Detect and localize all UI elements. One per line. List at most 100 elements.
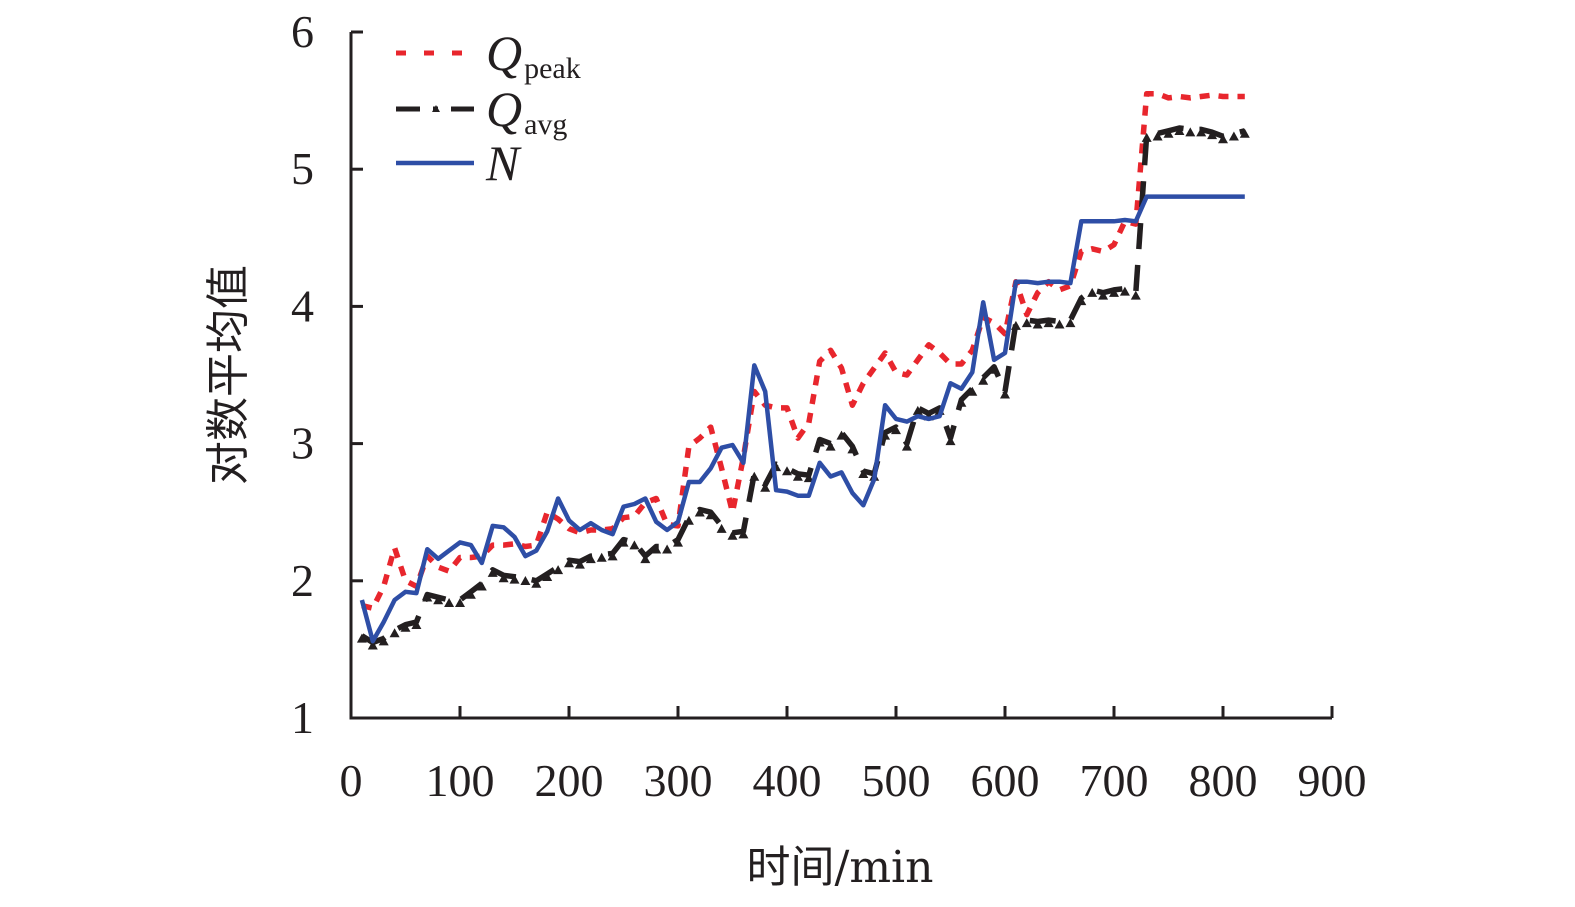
legend-label: Qavg <box>486 81 567 141</box>
series-line <box>359 194 1245 644</box>
x-tick-label: 0 <box>340 755 363 806</box>
series-layer <box>356 90 1250 650</box>
data-point <box>1087 287 1098 297</box>
data-point <box>574 559 585 569</box>
series-q-avg <box>356 125 1250 650</box>
data-point <box>1043 318 1054 328</box>
data-point <box>542 571 553 581</box>
x-tick-label: 300 <box>644 755 713 806</box>
y-tick-label: 5 <box>291 143 314 194</box>
data-point <box>727 530 738 540</box>
x-tick-label: 700 <box>1080 755 1149 806</box>
data-point <box>989 364 1000 374</box>
legend-label-main: Q <box>486 81 522 137</box>
data-point <box>891 425 901 435</box>
data-point <box>847 444 858 454</box>
data-point <box>618 537 629 547</box>
legend-label-main: Q <box>486 25 522 81</box>
legend-label-subscript: peak <box>524 52 581 85</box>
x-tick-label: 800 <box>1189 755 1258 806</box>
data-point <box>956 397 967 407</box>
legend-label-subscript: avg <box>524 108 567 141</box>
series-n <box>359 194 1245 644</box>
legend-label: N <box>485 135 522 191</box>
data-point <box>378 636 389 646</box>
data-point <box>782 466 792 476</box>
data-point <box>1185 127 1196 137</box>
series-q-peak <box>361 90 1245 611</box>
data-point <box>1196 127 1207 137</box>
data-point <box>1098 290 1109 300</box>
data-point <box>705 510 716 520</box>
legend-label-main: N <box>485 135 522 191</box>
data-point <box>1207 130 1218 140</box>
series-line <box>361 90 1245 611</box>
y-tick-label: 2 <box>291 555 314 606</box>
data-point <box>1130 290 1141 300</box>
data-point <box>553 565 564 575</box>
data-point <box>1141 132 1152 142</box>
data-point <box>1239 128 1250 138</box>
data-point <box>901 441 912 451</box>
data-point <box>498 573 509 583</box>
data-point <box>978 375 989 385</box>
data-point <box>1119 286 1130 296</box>
axes <box>349 30 1334 720</box>
legend-item: N <box>396 135 522 191</box>
x-tick-label: 200 <box>535 755 604 806</box>
data-point <box>607 551 618 561</box>
data-point <box>673 537 683 547</box>
data-point <box>1109 287 1119 297</box>
data-point <box>1032 319 1043 329</box>
data-point <box>912 405 923 415</box>
data-point <box>825 441 836 451</box>
data-point <box>662 544 673 554</box>
data-point <box>564 558 574 568</box>
data-point <box>640 554 651 564</box>
y-axis-title: 对数平均值 <box>203 265 254 485</box>
data-point <box>422 592 433 602</box>
data-point <box>400 622 411 632</box>
x-axis-title: 时间/min <box>747 842 934 893</box>
legend-item: Qavg <box>396 81 567 141</box>
data-point <box>1010 320 1021 330</box>
data-point <box>683 515 694 525</box>
data-point <box>1021 318 1032 328</box>
data-point <box>1065 318 1076 328</box>
data-point <box>694 507 705 517</box>
data-point <box>389 628 400 638</box>
series-line <box>360 125 1246 646</box>
data-point <box>520 576 531 586</box>
data-point <box>411 619 422 629</box>
data-point <box>716 523 727 533</box>
x-tick-label: 600 <box>971 755 1040 806</box>
data-point <box>1218 134 1228 144</box>
data-point <box>836 430 847 440</box>
data-point <box>967 386 978 396</box>
y-tick-label: 6 <box>291 6 314 57</box>
data-point <box>629 540 640 550</box>
data-point <box>803 473 814 483</box>
data-point <box>738 529 749 539</box>
legend-item: Qpeak <box>396 25 581 85</box>
x-tick-label: 900 <box>1298 755 1367 806</box>
data-point <box>444 598 455 608</box>
legend-label: Qpeak <box>486 25 581 85</box>
data-point <box>1152 131 1163 141</box>
data-point <box>1054 319 1065 329</box>
data-point <box>1076 296 1087 306</box>
x-tick-label: 400 <box>753 755 822 806</box>
y-tick-label: 1 <box>291 692 314 743</box>
data-point <box>1174 126 1185 136</box>
data-point <box>465 589 476 599</box>
data-point <box>749 471 760 481</box>
data-point <box>531 578 542 588</box>
data-point <box>1163 128 1174 138</box>
x-tick-label: 100 <box>426 755 495 806</box>
data-point <box>858 469 869 479</box>
data-point <box>585 554 596 564</box>
data-point <box>760 482 771 492</box>
data-point <box>945 436 956 446</box>
